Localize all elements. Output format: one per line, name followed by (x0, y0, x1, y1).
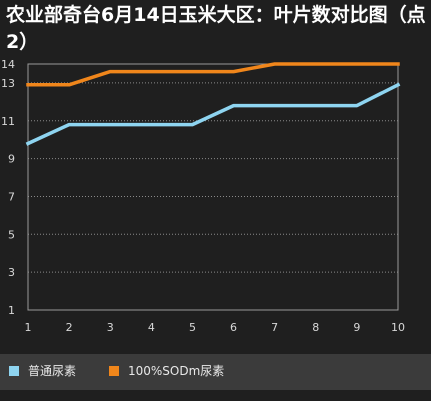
y-tick-label: 13 (1, 77, 15, 90)
x-tick-label: 4 (148, 321, 155, 334)
legend: 普通尿素 100%SODm尿素 (0, 354, 431, 390)
legend-swatch-0 (9, 366, 19, 376)
legend-label-0: 普通尿素 (28, 364, 77, 378)
grid-lines (28, 82, 398, 273)
x-tick-label: 6 (230, 321, 237, 334)
series-lines (25, 62, 401, 146)
y-tick-label: 3 (8, 266, 15, 279)
plot-area (27, 63, 399, 311)
y-tick-label: 7 (8, 190, 15, 203)
legend-item-0: 普通尿素 (9, 363, 76, 379)
x-tick-label: 5 (189, 321, 196, 334)
x-tick-label: 7 (271, 321, 278, 334)
chart-title: 农业部奇台6月14日玉米大区：叶片数对比图（点2） (6, 4, 426, 53)
legend-label-1: 100%SODm尿素 (128, 364, 225, 378)
y-tick-label: 1 (8, 304, 15, 317)
y-tick-label: 14 (1, 58, 15, 71)
y-tick-label: 11 (1, 115, 15, 128)
series-line-1 (26, 62, 400, 87)
x-tick-label: 8 (312, 321, 319, 334)
series-line-0 (25, 82, 401, 146)
y-tick-label: 5 (8, 228, 15, 241)
x-tick-label: 9 (353, 321, 360, 334)
legend-item-1: 100%SODm尿素 (109, 363, 224, 379)
x-tick-label: 10 (391, 321, 405, 334)
x-tick-label: 2 (66, 321, 73, 334)
y-tick-label: 9 (8, 153, 15, 166)
x-tick-label: 1 (25, 321, 32, 334)
legend-swatch-1 (109, 366, 119, 376)
x-axis-ticks: 1 2 3 4 5 6 7 8 9 10 (25, 321, 406, 334)
x-tick-label: 3 (107, 321, 114, 334)
